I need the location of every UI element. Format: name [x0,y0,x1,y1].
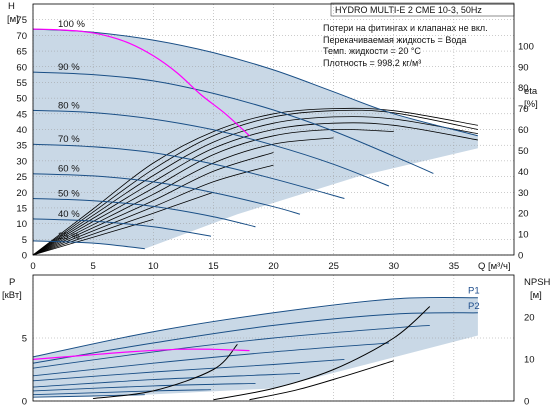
top-y-label: H [8,1,15,12]
power-curve-2 [32,342,389,377]
x-tick-label: 20 [268,261,279,272]
speed-curve-25 [32,240,145,250]
power-series-P2 [32,312,478,364]
y-tick-label: 70 [16,31,27,42]
efficiency-curve-7 [32,152,274,256]
head-efficiency-panel: 0510152025303540455055606570750102030405… [16,3,534,272]
npsh-curve-1 [93,343,238,399]
y-tick-label: 75 [16,15,27,26]
x-tick-label: 15 [208,261,219,272]
speed-curve-80 [32,109,390,187]
speed-curve-60 [32,173,301,215]
y2-tick-label: 70 [518,104,529,115]
speed-curve-90 [32,71,434,174]
top-y-unit: [м] [7,14,19,25]
x-axis-unit: [м³/ч] [488,261,511,272]
efficiency-curve-4 [32,122,478,256]
y-tick-label: 60 [16,62,27,73]
y-tick-label: 10 [16,219,27,230]
efficiency-curve-1 [32,107,478,256]
p-tick-label: 0 [22,397,27,408]
y-tick-label: 40 [16,125,27,136]
y2-tick-label: 60 [518,125,529,136]
npsh-curve-2 [213,306,431,401]
y-tick-label: 0 [22,251,27,262]
y-tick-label: 35 [16,141,27,152]
power-curve-5 [32,382,256,392]
power-series-label: P2 [468,301,480,312]
y-tick-label: 45 [16,109,27,120]
y-tick-label: 20 [16,188,27,199]
y-tick-label: 15 [16,203,27,214]
y2-tick-label: 90 [518,62,529,73]
speed-label: 100 % [58,19,85,30]
power-operating-curve [32,348,250,360]
speed-curve-100 [32,28,479,137]
power-series-P1 [32,296,478,358]
x-tick-label: 25 [328,261,339,272]
y-tick-label: 5 [22,235,27,246]
operating-region [33,29,478,249]
bottom-y-label: P [9,277,15,288]
efficiency-curve-8 [32,164,274,256]
y2-tick-label: 10 [518,230,529,241]
power-curve-6 [32,389,212,396]
x-tick-label: 10 [148,261,159,272]
x-tick-label: 0 [30,261,35,272]
efficiency-curve-10 [32,219,154,256]
y-tick-label: 25 [16,172,27,183]
speed-label: 70 % [58,134,80,145]
npsh-tick-label: 10 [524,355,535,366]
y2-tick-label: 30 [518,188,529,199]
speed-label: 40 % [58,209,80,220]
power-curve-1 [32,324,430,369]
top-y2-unit: [%] [524,99,538,110]
top-frame [32,3,515,256]
y-tick-label: 65 [16,47,27,58]
y-tick-label: 50 [16,94,27,105]
npsh-tick-label: 20 [524,313,535,324]
y-tick-label: 30 [16,156,27,167]
y2-tick-label: 50 [518,146,529,157]
y2-tick-label: 20 [518,209,529,220]
npsh-curve-3 [249,360,394,401]
x-tick-label: 5 [90,261,95,272]
info-line-4: Плотность = 998.2 кг/м³ [323,58,421,68]
power-npsh-panel: 0 5 0 10 20 P1 P2 [22,274,535,408]
speed-label: 80 % [58,100,80,111]
speed-label: 90 % [58,62,80,73]
x-tick-label: 35 [449,261,460,272]
npsh-tick-label: 0 [524,397,529,408]
bottom-frame [32,274,515,402]
power-series-label: P1 [468,286,480,297]
power-curve-4 [32,372,301,388]
bottom-y2-unit: [м] [530,290,542,301]
efficiency-curve-6 [32,137,334,256]
y2-tick-label: 80 [518,83,529,94]
p-tick-label: 5 [22,334,27,345]
speed-label: 50 % [58,189,80,200]
info-line-2: Перекачиваемая жидкость = Вода [323,35,466,45]
power-curve-3 [32,358,345,382]
bottom-y2-label: NPSH [524,277,551,288]
x-tick-label: 30 [388,261,399,272]
speed-label: 60 % [58,164,80,175]
speed-curve-70 [32,143,345,199]
top-y2-label: eta [524,86,538,97]
y2-tick-label: 100 [518,41,534,52]
speed-curve-50 [32,198,256,228]
power-curve-7 [32,394,145,398]
x-axis-label: Q [478,261,485,272]
speed-label: 25 % [58,231,80,242]
info-line-1: Потери на фитингах и клапанах не вкл. [323,23,488,33]
operating-point-curve [32,28,250,137]
y-tick-label: 55 [16,78,27,89]
y2-tick-label: 0 [518,251,523,262]
efficiency-curve-3 [32,116,478,256]
speed-curve-40 [32,218,212,237]
bottom-y-unit: [кВт] [2,290,22,301]
chart-title: HYDRO MULTI-E 2 CME 10-3, 50Hz [335,5,482,15]
y2-tick-label: 40 [518,167,529,178]
